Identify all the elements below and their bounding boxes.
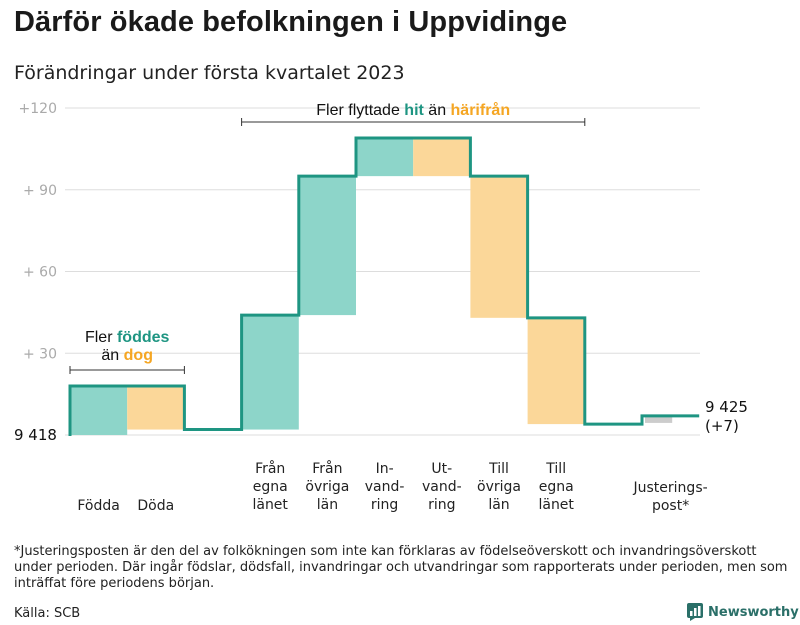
bar-adjustment <box>645 415 673 423</box>
annotation-text: Fler föddes <box>85 329 170 346</box>
category-label: egna <box>253 479 288 495</box>
bar-increase <box>356 137 414 177</box>
bar-increase <box>298 176 356 316</box>
chart-title: Därför ökade befolkningen i Uppvidinge <box>14 6 568 38</box>
bar-increase <box>241 315 299 430</box>
waterfall-chart: + 30 + 60 + 90 +120 9 418 9 425(+7) Födda Döda F… <box>14 101 748 514</box>
cumulative-step-line <box>68 136 700 436</box>
y-tick-label: + 30 <box>23 346 57 362</box>
category-label: Födda <box>77 498 119 514</box>
end-change-label: (+7) <box>705 417 739 435</box>
annotation-text: Fler flyttade hit än härifrån <box>316 101 510 119</box>
brand: Newsworthy <box>687 603 799 621</box>
footnote: *Justeringsposten är den del av folkökni… <box>14 544 788 591</box>
y-tick-label: +120 <box>19 101 57 117</box>
annotation-segment: Fler <box>85 329 117 346</box>
category-label: länet <box>538 497 574 513</box>
bar-decrease <box>413 137 471 177</box>
annotation-segment: än <box>424 102 451 119</box>
category-label: vand- <box>365 479 405 495</box>
y-tick-label: + 90 <box>23 183 57 199</box>
category-label: egna <box>539 479 574 495</box>
category-label: övriga <box>477 479 521 495</box>
category-label: ring <box>428 497 455 513</box>
source: Källa: SCB <box>14 606 81 621</box>
category-label: län <box>488 497 509 513</box>
annotation-segment: föddes <box>117 329 170 346</box>
category-label: Från <box>312 460 342 477</box>
annotation-segment: dog <box>124 347 153 364</box>
bar-decrease <box>127 385 185 430</box>
category-label: Döda <box>137 498 174 514</box>
category-label: övriga <box>305 479 349 495</box>
annotation-segment: Fler flyttade <box>316 102 404 119</box>
category-label: Till <box>545 461 566 477</box>
y-tick-label: + 60 <box>23 265 57 281</box>
category-label: Till <box>488 461 509 477</box>
category-label: vand- <box>422 479 462 495</box>
category-label: ring <box>371 497 398 513</box>
category-label: län <box>317 497 338 513</box>
annotation-segment: hit <box>404 102 424 119</box>
category-label: Justerings- <box>633 480 708 496</box>
category-label: Från <box>255 460 285 477</box>
category-label: länet <box>252 497 288 513</box>
category-label: In- <box>376 461 394 477</box>
category-label: post* <box>652 498 689 514</box>
chart-subtitle: Förändringar under första kvartalet 2023 <box>14 62 405 84</box>
bar-decrease <box>527 317 585 425</box>
end-value-label: 9 425 <box>705 398 748 416</box>
bar-decrease <box>470 176 528 318</box>
annotation-segment: härifrån <box>451 101 511 119</box>
annotation-text: än dog <box>101 347 153 364</box>
bar-increase <box>70 385 128 435</box>
annotation-segment: än <box>101 347 123 364</box>
start-value-label: 9 418 <box>14 426 57 444</box>
bar-chart-logo-icon <box>687 603 703 621</box>
category-label: Ut- <box>431 461 452 477</box>
brand-name: Newsworthy <box>708 604 799 620</box>
